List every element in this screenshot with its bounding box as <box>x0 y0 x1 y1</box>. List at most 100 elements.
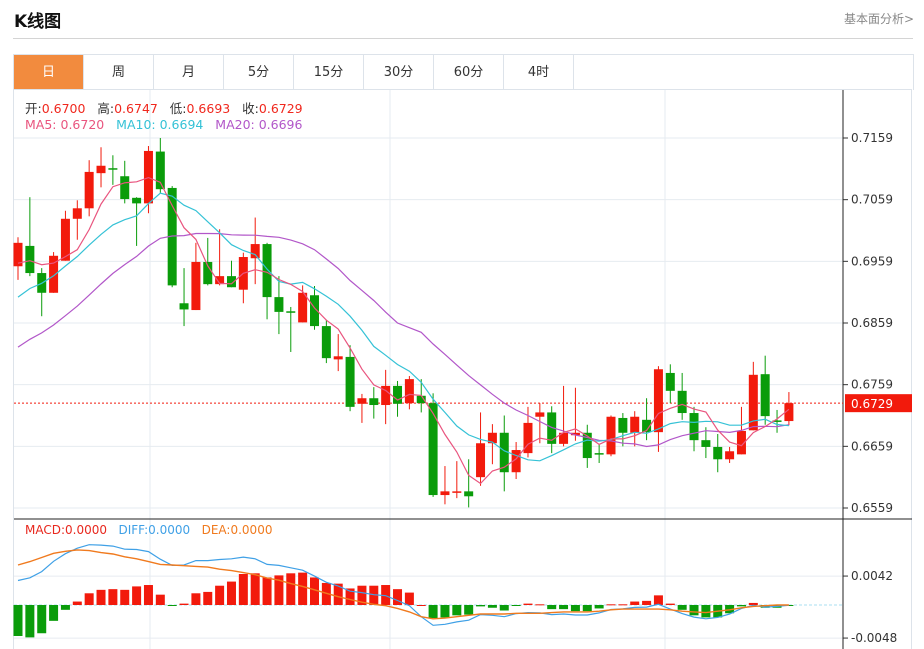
candle-up <box>13 242 23 267</box>
candle-up <box>452 491 462 493</box>
candle-down <box>677 390 687 414</box>
ma5-line <box>17 176 790 485</box>
macd-bar-positive <box>333 583 343 605</box>
candle-down <box>393 385 403 404</box>
macd-bar-negative <box>37 605 47 634</box>
macd-bar-negative <box>570 605 580 612</box>
candle-down <box>274 297 284 312</box>
candle-up <box>440 491 450 496</box>
candle-down <box>203 261 213 285</box>
y-tick-label: 0.6959 <box>851 254 893 268</box>
macd-bar-positive <box>286 573 296 605</box>
tab-5min[interactable]: 5分 <box>224 55 294 90</box>
candle-up <box>250 244 260 259</box>
macd-bar-negative <box>677 605 687 610</box>
candle-up <box>559 432 569 444</box>
macd-bar-positive <box>298 572 308 605</box>
open-label: 开: <box>25 101 42 116</box>
candle-down <box>262 244 272 298</box>
tab-30min[interactable]: 30分 <box>364 55 434 90</box>
macd-bar-positive <box>642 600 652 605</box>
macd-bar-negative <box>49 605 59 621</box>
period-tabs: 日 周 月 5分 15分 30分 60分 4时 <box>13 54 914 90</box>
macd-bar-positive <box>191 593 201 605</box>
candle-up <box>748 374 758 431</box>
candle-down <box>155 151 165 190</box>
candle-up <box>60 218 70 261</box>
last-price-badge <box>845 394 912 413</box>
y-tick-label: 0.7159 <box>851 131 893 145</box>
macd-bar-positive <box>357 585 367 605</box>
candle-down <box>547 412 557 444</box>
ma20-line <box>17 232 789 448</box>
candle-up <box>630 416 640 433</box>
macd-bar-positive <box>132 586 142 605</box>
macd-bar-positive <box>179 603 189 605</box>
tab-4hour[interactable]: 4时 <box>504 55 574 90</box>
candle-up <box>653 369 663 433</box>
macd-bar-negative <box>559 605 569 610</box>
open-value: 0.6700 <box>41 101 86 116</box>
candle-down <box>286 311 296 313</box>
candle-up <box>49 255 59 293</box>
candle-down <box>772 420 782 422</box>
ma20-label: MA20: <box>215 117 255 132</box>
candle-down <box>618 417 628 433</box>
macd-bar-negative <box>547 605 557 610</box>
candle-down <box>179 303 189 310</box>
macd-bar-negative <box>167 605 177 606</box>
candle-up <box>84 171 94 209</box>
candle-down <box>689 413 699 441</box>
macd-bar-negative <box>13 605 23 637</box>
candle-up <box>784 403 794 422</box>
macd-bar-positive <box>143 585 153 605</box>
high-value: 0.6747 <box>114 101 158 116</box>
candle-up <box>523 422 533 454</box>
macd-bar-positive <box>393 589 403 605</box>
candle-up <box>298 292 308 323</box>
macd-bar-negative <box>25 605 35 638</box>
candle-up <box>357 398 367 404</box>
ohlc-info: 开:0.6700 高:0.6747 低:0.6693 收:0.6729 <box>25 98 303 117</box>
macd-bar-negative <box>476 605 486 607</box>
candle-down <box>642 419 652 433</box>
macd-bar-positive <box>404 592 414 605</box>
candle-down <box>132 197 142 204</box>
dea-value: DEA:0.0000 <box>201 523 273 537</box>
candle-up <box>570 432 580 436</box>
macd-bar-positive <box>238 573 248 605</box>
y-tick-label: 0.6759 <box>851 378 893 392</box>
dea-line <box>17 549 789 620</box>
tab-week[interactable]: 周 <box>84 55 154 90</box>
last-price-label: 0.6729 <box>851 397 893 411</box>
candle-up <box>511 450 521 473</box>
fundamental-analysis-link[interactable]: 基本面分析> <box>843 12 914 26</box>
candle-down <box>321 326 331 359</box>
tab-day[interactable]: 日 <box>14 55 84 90</box>
y-tick-label: 0.7059 <box>851 193 893 207</box>
candle-up <box>476 443 486 478</box>
close-label: 收: <box>242 101 259 116</box>
macd-tick-label: -0.0048 <box>851 631 897 645</box>
candle-up <box>333 356 343 360</box>
ma10-label: MA10: <box>116 117 156 132</box>
ma20-value: 0.6696 <box>258 117 303 132</box>
candle-down <box>369 398 379 406</box>
tab-15min[interactable]: 15分 <box>294 55 364 90</box>
candle-down <box>108 168 118 170</box>
candle-down <box>582 432 592 459</box>
tab-month[interactable]: 月 <box>154 55 224 90</box>
candle-up <box>191 261 201 311</box>
candle-up <box>96 165 106 174</box>
macd-bar-positive <box>84 593 94 605</box>
macd-bar-negative <box>428 605 438 619</box>
macd-bar-positive <box>618 604 628 606</box>
diff-line <box>17 544 789 626</box>
macd-bar-negative <box>499 605 509 611</box>
low-label: 低: <box>169 101 187 116</box>
macd-bar-negative <box>689 605 699 616</box>
tab-60min[interactable]: 60分 <box>434 55 504 90</box>
macd-bar-positive <box>96 589 106 605</box>
macd-bar-positive <box>416 605 426 606</box>
